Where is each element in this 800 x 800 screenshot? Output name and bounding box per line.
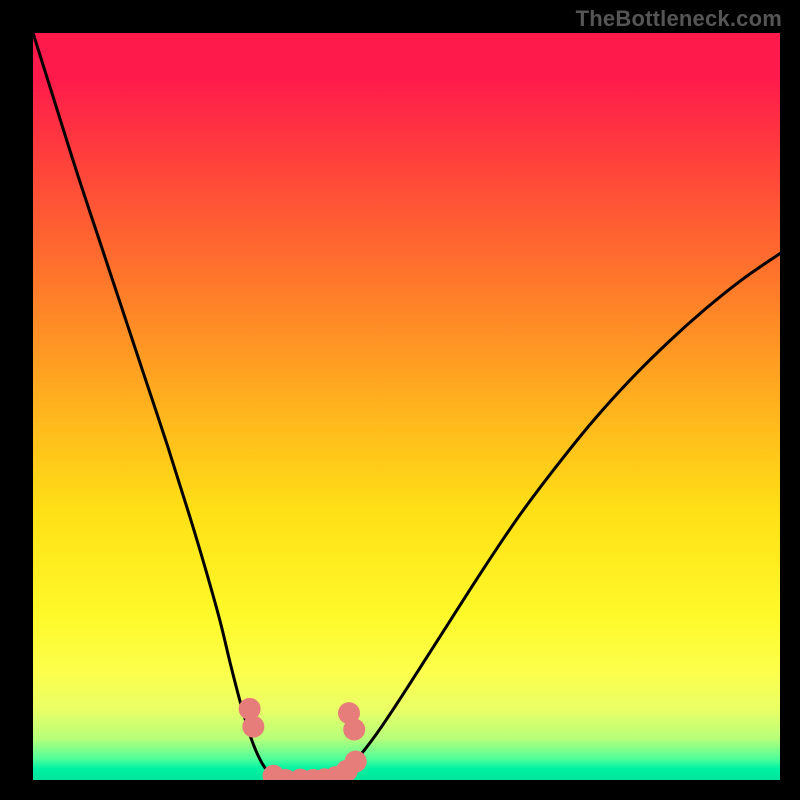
curve-layer [33,33,780,780]
valley-marker [242,716,264,738]
valley-markers [239,698,367,780]
curve-right-arm [328,254,780,780]
valley-marker [345,751,367,773]
figure-root: TheBottleneck.com [0,0,800,800]
watermark-text: TheBottleneck.com [576,6,782,32]
curve-left-arm [33,33,287,780]
plot-area [33,33,780,780]
valley-marker [343,718,365,740]
